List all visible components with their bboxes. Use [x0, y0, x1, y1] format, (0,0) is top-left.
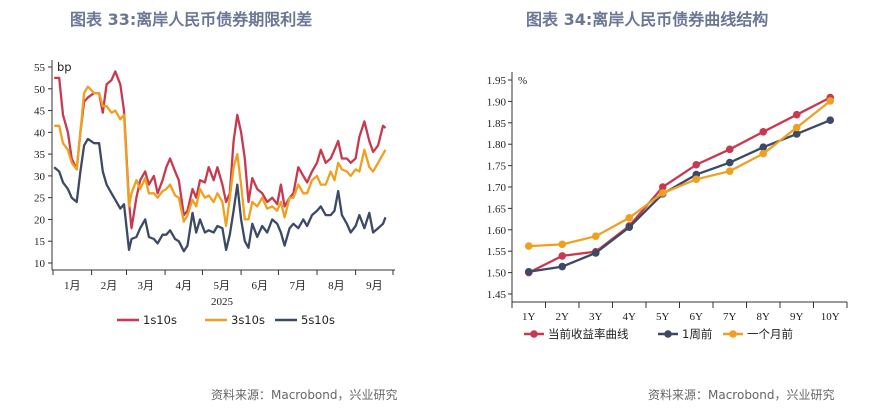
data-point-1周前 [625, 223, 634, 232]
y-tick-label: 1.70 [487, 182, 507, 194]
y-tick-label: 1.65 [487, 203, 507, 215]
x-tick-label: 5Y [656, 311, 670, 323]
legend-marker-一个月前 [729, 330, 737, 338]
x-tick-label: 1Y [522, 311, 536, 323]
y-tick-label: 1.50 [487, 268, 507, 280]
series-line-1周前 [528, 119, 831, 273]
x-tick-label: 8月 [328, 280, 345, 292]
y-tick-label: 1.45 [487, 289, 507, 301]
x-tick-label: 6月 [251, 280, 268, 292]
legend-label-一个月前: 一个月前 [747, 327, 793, 341]
y-tick-label: 10 [34, 258, 46, 270]
x-tick-label: 9Y [790, 311, 804, 323]
x-tick-label: 1月 [64, 280, 81, 292]
y-tick-label: 40 [34, 127, 46, 139]
data-point-1周前 [759, 143, 768, 151]
data-point-1周前 [591, 249, 600, 257]
data-point-一个月前 [558, 240, 567, 249]
x-tick-label: 2Y [556, 311, 570, 323]
y-tick-label: 1.95 [487, 75, 507, 87]
y-tick-label: 50 [34, 84, 46, 96]
legend-marker-当前收益率曲线 [530, 330, 538, 338]
data-point-当前收益率曲线 [692, 160, 701, 169]
data-point-一个月前 [759, 149, 768, 158]
data-point-一个月前 [591, 232, 600, 241]
x-tick-label: 10Y [821, 311, 840, 323]
data-point-当前收益率曲线 [759, 127, 768, 136]
x-tick-label: 4月 [176, 280, 193, 292]
y-tick-label: 1.55 [487, 246, 507, 258]
x-tick-label: 3月 [138, 280, 155, 292]
legend-marker-1周前 [664, 330, 672, 338]
data-point-1周前 [524, 267, 533, 276]
x-tick-label: 3Y [589, 311, 603, 323]
data-point-一个月前 [658, 189, 667, 197]
x-tick-label: 7Y [723, 311, 737, 323]
data-point-1周前 [558, 262, 567, 271]
y-unit-label: % [518, 75, 527, 87]
data-point-一个月前 [524, 242, 533, 250]
x-tick-label: 4Y [623, 311, 637, 323]
series-line-3s10s [54, 85, 387, 228]
data-point-一个月前 [692, 175, 701, 184]
y-tick-label: 1.90 [487, 96, 507, 108]
y-tick-label: 1.85 [487, 118, 507, 130]
legend-label-当前收益率曲线: 当前收益率曲线 [548, 327, 629, 341]
data-point-当前收益率曲线 [658, 183, 667, 191]
y-tick-label: 35 [34, 149, 46, 161]
data-point-当前收益率曲线 [792, 110, 801, 119]
legend-label-1s10s: 1s10s [143, 313, 177, 327]
chart-34-title: 图表 34:离岸人民币债券曲线结构 [526, 10, 769, 29]
x-tick-label: 6Y [690, 311, 704, 323]
y-tick-label: 25 [34, 193, 46, 205]
data-point-一个月前 [792, 123, 801, 132]
y-tick-label: 20 [34, 214, 46, 226]
data-point-当前收益率曲线 [558, 252, 567, 260]
y-tick-label: 1.60 [487, 225, 507, 237]
x-tick-label: 8Y [757, 311, 771, 323]
y-tick-label: 45 [34, 106, 46, 118]
series-line-5s10s [53, 137, 387, 253]
x-tick-label: 7月 [289, 280, 306, 292]
series-line-一个月前 [528, 100, 832, 248]
y-tick-label: 55 [34, 62, 46, 74]
data-point-1周前 [826, 116, 835, 125]
source-note-right: 资料来源：Macrobond，兴业研究 [648, 388, 835, 402]
legend-label-3s10s: 3s10s [231, 313, 265, 327]
data-point-一个月前 [725, 167, 734, 175]
series-line-1s10s [54, 70, 387, 230]
y-unit-label: bp [57, 60, 72, 74]
y-tick-label: 15 [34, 236, 46, 248]
x-tick-label: 9月 [366, 280, 383, 292]
source-note-left: 资料来源：Macrobond，兴业研究 [211, 388, 398, 402]
legend-label-1周前: 1周前 [682, 327, 712, 341]
x-tick-label: 5月 [214, 280, 231, 292]
legend-label-5s10s: 5s10s [301, 313, 335, 327]
y-tick-label: 1.75 [487, 161, 507, 173]
data-point-1周前 [725, 158, 734, 167]
y-tick-label: 1.80 [487, 139, 507, 151]
chart-33-title: 图表 33:离岸人民币债券期限利差 [70, 10, 313, 29]
x-axis-label: 2025 [211, 296, 234, 308]
data-point-1周前 [792, 130, 801, 138]
x-tick-label: 2月 [101, 280, 118, 292]
series-line-当前收益率曲线 [528, 96, 831, 274]
data-point-一个月前 [625, 214, 634, 222]
y-tick-label: 30 [34, 171, 46, 183]
data-point-当前收益率曲线 [725, 145, 734, 154]
data-point-一个月前 [826, 97, 835, 105]
